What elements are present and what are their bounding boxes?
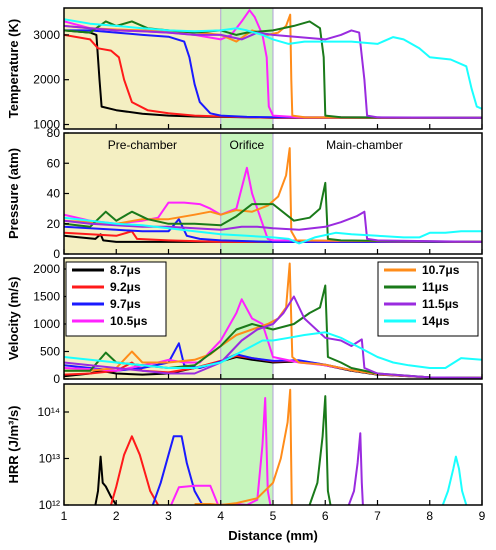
x-axis-title: Distance (mm) (228, 528, 318, 543)
x-tick-label: 1 (61, 509, 68, 523)
y-tick-label: 500 (40, 345, 60, 359)
region-label: Main-chamber (326, 138, 403, 152)
x-tick-label: 3 (165, 509, 172, 523)
series-line-11-5s (64, 210, 482, 243)
y-tick-label: 40 (47, 187, 61, 201)
series-group (64, 9, 482, 119)
legend-box (377, 261, 479, 337)
series-line-14s (64, 216, 482, 245)
y-tick-label: 20 (47, 217, 61, 231)
series-line-11s (64, 181, 482, 243)
legend-label: 11μs (422, 280, 449, 294)
series-group (64, 262, 482, 379)
panel-1: 1000 2000 3000 Temperature (K) (6, 7, 483, 132)
x-tick-label: 5 (270, 509, 277, 523)
region-main-chamber-band (273, 133, 482, 254)
y-tick-label: 1500 (33, 290, 60, 304)
x-tick-label: 8 (426, 509, 433, 523)
x-tick-label: 4 (217, 509, 224, 523)
panel-2: 0 20 40 60 80 Pressure (atm) Pre-chamber Orific… (6, 126, 483, 261)
panel-4: 10¹² 10¹³ 10¹⁴ HRR (J/m³/s) (6, 383, 483, 512)
legend-label: 10.7μs (422, 263, 460, 277)
x-tick-label: 2 (113, 509, 120, 523)
series-line-14s (64, 331, 482, 369)
y-tick-label: 2000 (33, 262, 60, 276)
series-line-14s (64, 18, 482, 110)
series-group (64, 147, 482, 245)
x-tick-label: 9 (479, 509, 486, 523)
region-orifice-band (220, 8, 273, 129)
y-axis-title: Pressure (atm) (6, 148, 21, 239)
y-tick-label: 1000 (33, 118, 60, 132)
legend-label: 8.7μs (110, 263, 141, 277)
series-line-9-7s (64, 29, 482, 119)
y-tick-label: 80 (47, 126, 61, 140)
series-line-11-5s (347, 432, 364, 505)
y-axis-title: Temperature (K) (6, 19, 21, 118)
legend-label: 9.7μs (110, 297, 141, 311)
y-tick-label: 10¹⁴ (38, 405, 61, 419)
region-main-chamber-band (273, 384, 482, 505)
y-tick-label: 0 (53, 372, 60, 386)
y-tick-label: 10¹² (39, 498, 60, 512)
x-tick-label: 7 (374, 509, 381, 523)
legend-label: 9.2μs (110, 280, 141, 294)
region-label: Orifice (230, 138, 265, 152)
y-tick-label: 10¹³ (39, 451, 60, 465)
series-line-11s (308, 395, 332, 505)
legend-left: 8.7μs 9.2μs 9.7μs 10.5μs (65, 261, 167, 337)
y-tick-label: 0 (53, 247, 60, 261)
legend-label: 10.5μs (110, 314, 148, 328)
series-line-9-2s (110, 435, 159, 505)
legend-label: 11.5μs (422, 297, 459, 311)
legend-label: 14μs (422, 314, 450, 328)
region-main-chamber-band (273, 8, 482, 129)
y-tick-label: 1000 (33, 317, 60, 331)
y-tick-label: 60 (47, 156, 61, 170)
series-line-14s (441, 455, 468, 505)
y-tick-label: 2000 (33, 73, 60, 87)
y-axis-title: HRR (J/m³/s) (6, 405, 21, 483)
series-line-10-7s (64, 147, 482, 243)
series-line-9-7s (64, 218, 482, 243)
region-pre-chamber-band (64, 384, 221, 505)
series-line-8-7s (94, 455, 118, 505)
series-line-11-5s (64, 295, 482, 379)
legend-right: 10.7μs 11μs 11.5μs 14μs (377, 261, 479, 337)
x-tick-label: 6 (322, 509, 329, 523)
series-line-11-5s (64, 24, 482, 119)
y-tick-label: 3000 (33, 28, 60, 42)
region-label: Pre-chamber (108, 138, 177, 152)
y-axis-title: Velocity (m/s) (6, 277, 21, 361)
legend-box (65, 261, 167, 337)
